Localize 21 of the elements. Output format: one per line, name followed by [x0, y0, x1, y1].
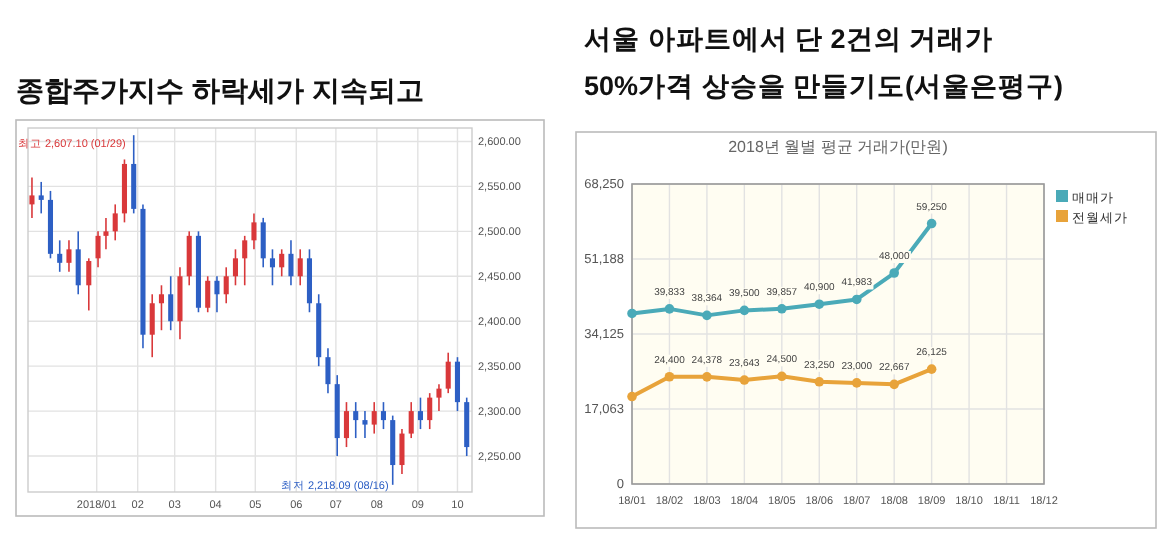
chart-title: 서울 아파트에서 단 2건의 거래가 50%가격 상승을 만들기도(서울은평구) — [584, 24, 1064, 102]
point — [851, 378, 862, 388]
point — [739, 375, 750, 385]
point — [926, 364, 937, 374]
point — [627, 308, 637, 319]
point — [702, 372, 712, 382]
point — [627, 391, 637, 402]
point — [926, 218, 937, 229]
point — [889, 268, 899, 278]
point — [777, 371, 787, 382]
point — [814, 299, 825, 310]
chart-title: 종합주가지수 하락세가 지속되고 — [16, 74, 424, 106]
point — [851, 294, 862, 305]
point — [777, 304, 787, 314]
point — [702, 310, 712, 321]
point — [739, 305, 750, 316]
point — [814, 377, 825, 387]
chart-subtitle: 2018년 월별 평균 거래가(만원) — [728, 138, 949, 156]
point — [664, 304, 675, 314]
point — [664, 371, 675, 382]
point — [889, 379, 899, 390]
